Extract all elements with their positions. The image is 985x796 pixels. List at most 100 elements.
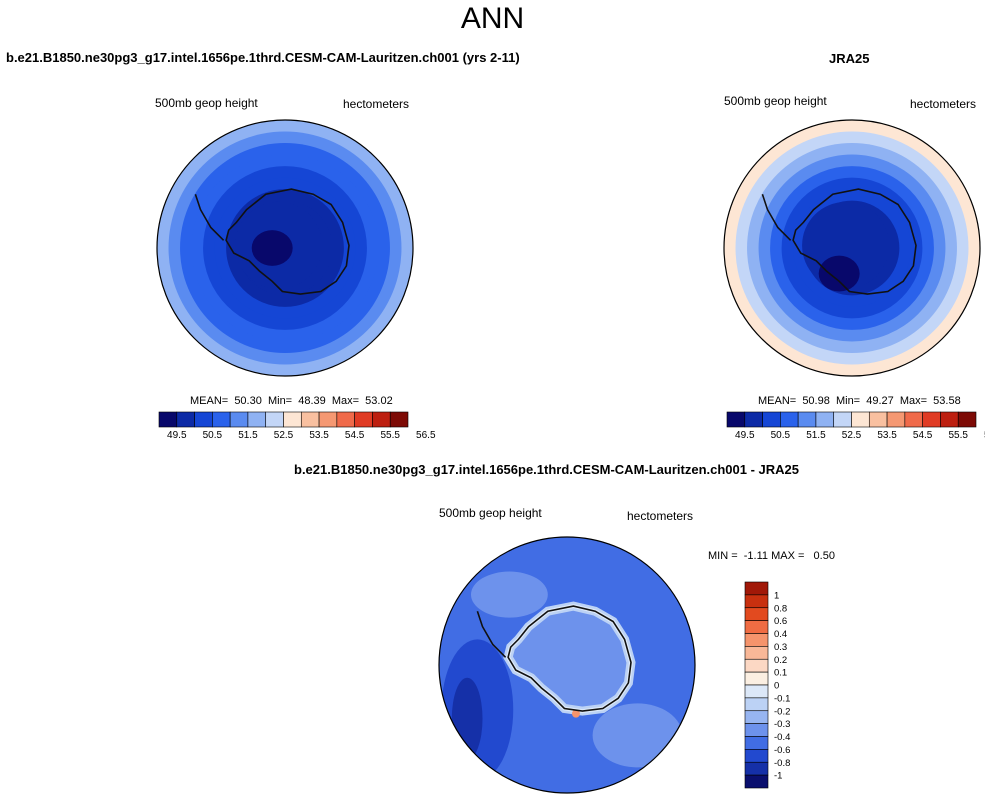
diff-colorbar-tick-label: -0.1	[774, 693, 790, 704]
diff-colorbar-box	[744, 736, 769, 750]
obs-colorbar-tick-label: 50.5	[771, 430, 791, 441]
model-colorbar-box	[247, 411, 267, 428]
obs-units-label: hectometers	[910, 97, 977, 111]
model-colorbar-box	[354, 411, 373, 428]
diff-stats: MIN = -1.11 MAX = 0.50	[708, 550, 835, 562]
diff-map	[438, 536, 696, 794]
diff-colorbar-box	[744, 594, 769, 609]
diff-units-label: hectometers	[627, 509, 694, 523]
model-antarctica-coast	[225, 188, 350, 295]
obs-colorbar-box	[957, 411, 977, 428]
model-colorbar: 49.5 50.5 51.5 52.5 53.5 54.5 55.5 56.5	[158, 411, 436, 441]
diff-colorbar-box	[744, 710, 769, 724]
obs-variable-label: 500mb geop height	[724, 94, 827, 108]
diff-colorbar-tick-label: -0.8	[774, 758, 790, 769]
diff-colorbar-tick-label: 0.3	[774, 642, 787, 653]
model-colorbar-box	[336, 411, 355, 428]
diff-colorbar-tick-label: -0.3	[774, 719, 790, 730]
model-colorbar-box	[229, 411, 249, 428]
diff-antarctica-coast	[507, 605, 632, 712]
obs-colorbar-box	[780, 411, 799, 428]
model-colorbar-box	[318, 411, 338, 428]
obs-colorbar: 49.550.551.552.553.554.555.556.5	[726, 411, 985, 441]
obs-colorbar-box	[868, 411, 888, 428]
model-colorbar-tick-label: 55.5	[380, 430, 400, 441]
diff-colorbar-tick-label: 0.1	[774, 668, 787, 679]
diff-colorbar-box	[744, 671, 769, 686]
obs-contour-band	[818, 255, 860, 292]
diff-colorbar-box	[744, 581, 769, 596]
diff-colorbar-box	[744, 761, 769, 776]
diff-contour-band	[592, 703, 683, 768]
obs-antarctica-coast	[792, 188, 917, 295]
model-colorbar-box	[283, 411, 302, 428]
diff-panel-title: b.e21.B1850.ne30pg3_g17.intel.1656pe.1th…	[294, 462, 800, 477]
diff-peninsula-coast	[476, 610, 507, 658]
obs-colorbar-tick-label: 49.5	[735, 430, 755, 441]
obs-colorbar-tick-label: 53.5	[877, 430, 897, 441]
obs-colorbar-tick-label: 55.5	[948, 430, 968, 441]
obs-colorbar-box	[797, 411, 817, 428]
obs-colorbar-tick-label: 51.5	[806, 430, 826, 441]
model-colorbar-tick-label: 56.5	[416, 430, 436, 441]
model-colorbar-tick-label: 50.5	[203, 430, 223, 441]
diff-colorbar-box	[744, 633, 769, 647]
diff-colorbar-tick-label: -0.6	[774, 745, 790, 756]
model-colorbar-tick-label: 49.5	[167, 430, 187, 441]
model-colorbar-tick-label: 52.5	[274, 430, 294, 441]
diff-colorbar-tick-label: -1	[774, 771, 782, 782]
obs-colorbar-box	[940, 411, 959, 428]
model-colorbar-tick-label: 51.5	[238, 430, 258, 441]
model-colorbar-box	[176, 411, 195, 428]
diff-colorbar-tick-label: 0.6	[774, 616, 787, 627]
obs-map-border	[723, 119, 981, 377]
model-peninsula-coast	[194, 193, 225, 241]
obs-colorbar-box	[851, 411, 870, 428]
diff-contour-band	[451, 677, 483, 760]
diff-colorbar-tick-label: 0.8	[774, 603, 787, 614]
model-colorbar-box	[389, 411, 409, 428]
diff-contour-band	[571, 709, 580, 718]
diff-colorbar-box	[744, 684, 769, 699]
diff-colorbar-box	[744, 697, 769, 712]
model-colorbar-box	[372, 411, 391, 428]
diff-colorbar-box	[744, 723, 769, 737]
obs-panel-title: JRA25	[829, 51, 870, 66]
model-units-label: hectometers	[343, 97, 410, 111]
diff-contour-band	[471, 571, 548, 618]
diff-colorbar-box	[744, 749, 769, 763]
obs-colorbar-box	[922, 411, 941, 428]
model-colorbar-tick-label: 53.5	[309, 430, 329, 441]
obs-stats: MEAN= 50.98 Min= 49.27 Max= 53.58	[758, 395, 961, 407]
diff-colorbar-box	[744, 620, 769, 634]
obs-colorbar-box	[904, 411, 923, 428]
obs-colorbar-box	[744, 411, 763, 428]
obs-peninsula-coast	[761, 193, 792, 241]
diff-colorbar-box	[744, 658, 769, 673]
model-colorbar-box	[300, 411, 320, 428]
diff-colorbar-tick-label: 0.2	[774, 655, 787, 666]
model-colorbar-box	[158, 411, 178, 428]
obs-colorbar-box	[886, 411, 906, 428]
obs-colorbar-box	[726, 411, 746, 428]
obs-colorbar-tick-label: 54.5	[913, 430, 933, 441]
model-map	[156, 119, 414, 377]
obs-colorbar-tick-label: 52.5	[842, 430, 862, 441]
obs-colorbar-box	[833, 411, 852, 428]
model-colorbar-box	[194, 411, 213, 428]
diff-colorbar-tick-label: 0	[774, 681, 779, 692]
model-colorbar-tick-label: 54.5	[345, 430, 365, 441]
diff-colorbar-tick-label: -0.2	[774, 706, 790, 717]
diff-colorbar-box	[744, 607, 769, 621]
model-contour-band	[251, 230, 293, 266]
model-map-border	[156, 119, 414, 377]
model-variable-label: 500mb geop height	[155, 96, 258, 110]
obs-map	[723, 119, 981, 377]
figure-title: ANN	[460, 2, 525, 35]
diff-colorbar-tick-label: -0.4	[774, 732, 790, 743]
diff-colorbar-tick-label: 1	[774, 590, 779, 601]
diff-colorbar: 1 0.8 0.6 0.4 0.3 0.2 0.1 0-0.1 -0.2 -0.3 -0.4 -0.6…	[744, 581, 790, 789]
diff-variable-label: 500mb geop height	[439, 506, 542, 520]
diff-colorbar-box	[744, 774, 769, 789]
